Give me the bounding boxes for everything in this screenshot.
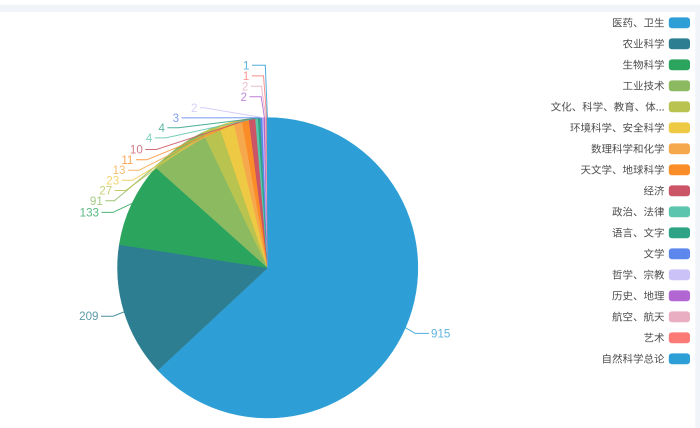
svg-text:4: 4 bbox=[158, 122, 165, 135]
svg-text:10: 10 bbox=[130, 144, 143, 157]
svg-text:27: 27 bbox=[99, 185, 112, 198]
svg-text:23: 23 bbox=[106, 174, 119, 187]
svg-text:13: 13 bbox=[113, 164, 126, 177]
svg-text:3: 3 bbox=[173, 112, 179, 125]
svg-text:2: 2 bbox=[241, 91, 247, 104]
svg-text:2: 2 bbox=[191, 102, 197, 115]
svg-text:133: 133 bbox=[80, 206, 99, 219]
svg-text:915: 915 bbox=[431, 327, 450, 340]
svg-text:209: 209 bbox=[79, 310, 98, 323]
svg-text:1: 1 bbox=[243, 70, 249, 83]
svg-text:4: 4 bbox=[146, 132, 153, 145]
svg-text:1: 1 bbox=[243, 59, 249, 72]
svg-text:2: 2 bbox=[242, 80, 248, 93]
svg-text:11: 11 bbox=[121, 154, 133, 167]
svg-text:91: 91 bbox=[90, 195, 103, 208]
